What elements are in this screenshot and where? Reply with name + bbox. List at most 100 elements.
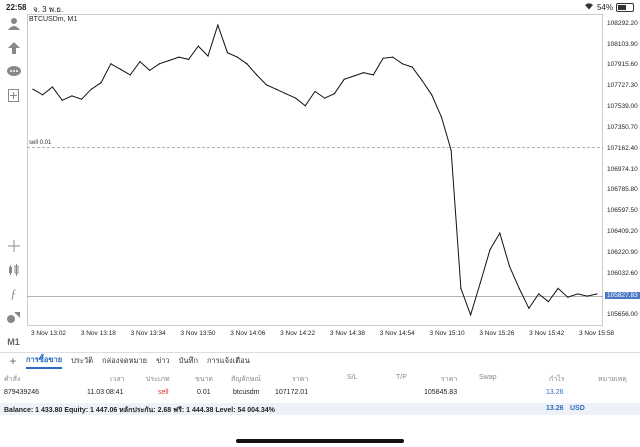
price-point <box>110 63 112 65</box>
price-point <box>411 66 413 68</box>
price-point <box>207 55 209 57</box>
price-point <box>256 74 258 76</box>
price-point <box>246 63 248 65</box>
y-tick-label: 107727.30 <box>607 82 638 90</box>
x-tick-label: 3 Nov 15:42 <box>529 330 565 337</box>
price-point <box>440 116 443 118</box>
order-price: 107172.01 <box>275 389 309 396</box>
y-tick-label: 105656.00 <box>607 311 638 319</box>
col-current-price: ราคา <box>441 376 458 383</box>
col-sl: S/L <box>347 374 358 381</box>
tab-news[interactable]: ข่าว <box>156 356 170 365</box>
x-tick-label: 3 Nov 13:02 <box>31 330 67 337</box>
indicator-icon[interactable]: ƒ <box>10 285 17 301</box>
price-point <box>217 24 219 26</box>
current-price-label: 105827.83 <box>605 292 640 300</box>
y-tick-label: 107162.40 <box>607 144 638 152</box>
col-swap: Swap <box>479 374 497 381</box>
timeframe-button[interactable]: M1 <box>7 336 20 347</box>
tab-history[interactable]: ประวัติ <box>71 356 94 365</box>
price-point <box>32 88 34 90</box>
col-order: คำสั่ง <box>4 376 21 383</box>
tab-journal[interactable]: บันทึก <box>178 356 199 365</box>
col-size: ขนาด <box>195 376 214 383</box>
price-point <box>450 149 452 151</box>
price-point <box>265 84 267 86</box>
balance-text: Balance: 1 433.80 Equity: 1 447.06 หลักป… <box>4 407 275 414</box>
price-point <box>576 293 579 295</box>
price-point <box>557 287 559 289</box>
col-comment: หมายเหตุ <box>598 376 627 383</box>
order-profit: 13.26 <box>546 389 564 396</box>
price-point <box>596 293 598 295</box>
price-series-line <box>32 23 598 317</box>
order-symbol: btcusdm <box>233 389 260 396</box>
y-tick-label: 106220.90 <box>607 248 638 256</box>
price-point <box>294 97 297 99</box>
price-point <box>353 75 355 77</box>
trade-icon[interactable] <box>6 40 21 55</box>
price-point <box>197 45 199 47</box>
order-time: 11.03 08:41 <box>87 389 124 396</box>
price-point <box>528 307 530 309</box>
balance-bar: Balance: 1 433.80 Equity: 1 447.06 หลักป… <box>0 403 640 415</box>
x-tick-label: 3 Nov 13:50 <box>180 330 216 337</box>
add-tab-button[interactable]: + <box>9 354 17 368</box>
y-tick-label: 107539.00 <box>607 103 638 111</box>
x-tick-label: 3 Nov 15:10 <box>429 330 465 337</box>
trade-table-header: คำสั่ง เวลา ประเภท ขนาด สัญลักษณ์ ราคา S… <box>0 374 640 384</box>
y-tick-label: 106974.10 <box>607 165 638 173</box>
table-row[interactable]: 879439246 11.03 08:41 sell 0.01 btcusdm … <box>0 389 640 399</box>
y-tick-label: 107350.70 <box>607 123 638 131</box>
left-toolbar: ƒ M1 <box>0 14 27 347</box>
price-point <box>401 63 404 65</box>
x-tick-label: 3 Nov 14:54 <box>379 330 415 337</box>
price-point <box>119 68 122 70</box>
price-point <box>518 287 520 289</box>
candle-type-icon[interactable] <box>6 262 21 277</box>
col-symbol: สัญลักษณ์ <box>231 376 261 383</box>
price-point <box>236 56 238 58</box>
price-point <box>314 90 316 93</box>
price-point <box>499 232 501 234</box>
price-point <box>187 58 190 60</box>
order-current-price: 105845.83 <box>424 389 458 396</box>
col-profit: กำไร <box>549 376 565 383</box>
col-type: ประเภท <box>146 376 170 383</box>
price-point <box>363 72 365 74</box>
price-point <box>508 265 511 267</box>
price-point <box>139 60 141 63</box>
crosshair-icon[interactable] <box>6 238 21 253</box>
price-point <box>343 78 345 80</box>
account-icon[interactable] <box>6 16 21 31</box>
tab-alerts[interactable]: การแจ้งเตือน <box>207 356 250 365</box>
y-tick-label: 106409.20 <box>607 228 638 236</box>
wifi-icon <box>584 2 594 12</box>
x-tick-label: 3 Nov 14:06 <box>230 330 266 337</box>
chart-canvas[interactable] <box>27 14 640 339</box>
x-tick-label: 3 Nov 14:38 <box>329 330 365 337</box>
price-point <box>538 293 540 295</box>
order-size: 0.01 <box>197 389 211 396</box>
price-point <box>178 56 180 58</box>
total-profit: 13.26 <box>546 405 564 412</box>
price-chart[interactable]: BTCUSDm, M1 sell 0.01 108292.20 108103.90… <box>27 14 640 339</box>
objects-icon[interactable] <box>6 310 21 325</box>
status-time: 22:58 <box>6 3 27 12</box>
status-date: จ. 3 พ.ย. <box>33 5 64 14</box>
price-point <box>71 95 73 97</box>
profit-currency: USD <box>570 405 585 412</box>
y-tick-label: 108292.20 <box>607 19 638 27</box>
price-point <box>372 74 374 76</box>
price-point <box>100 81 102 84</box>
tab-trade[interactable]: การซื้อขาย <box>26 354 63 369</box>
price-point <box>324 97 326 99</box>
tab-mailbox[interactable]: กล่องจดหมาย <box>102 356 148 365</box>
battery-percent: 54% <box>596 2 613 12</box>
chat-icon[interactable] <box>6 64 21 79</box>
battery-icon <box>616 2 634 12</box>
col-time: เวลา <box>110 376 125 383</box>
new-order-icon[interactable] <box>6 88 21 103</box>
price-point <box>168 59 170 62</box>
order-id: 879439246 <box>4 389 40 396</box>
